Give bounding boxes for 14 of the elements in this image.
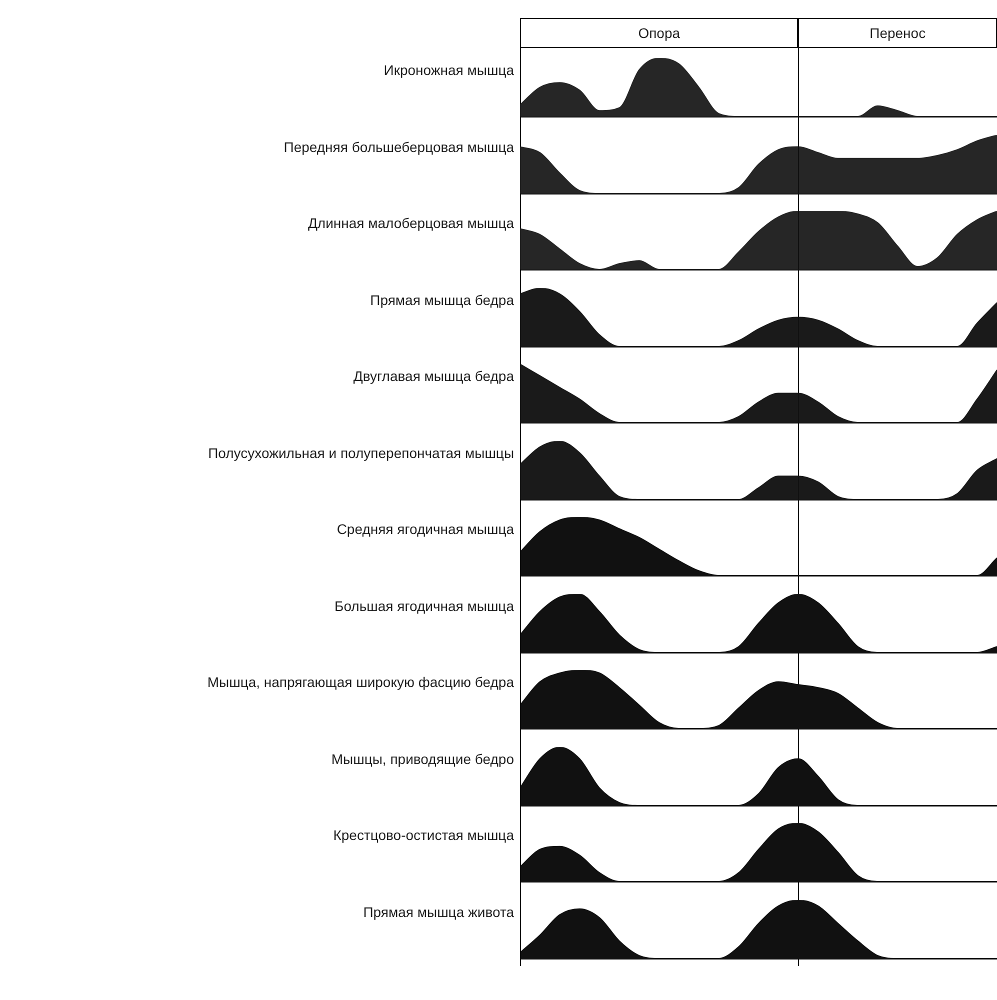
text: Перенос (798, 18, 997, 48)
y-axis-title: Средняя ягодичная мышца (336, 521, 514, 537)
y-axis-title: Крестцово-остистая мышца (333, 827, 514, 843)
y-axis-title: Длинная малоберцовая мышца (308, 215, 514, 231)
y-axis-title: Мышца, напрягающая широкую фасцию бедра (207, 674, 514, 690)
y-axis-title: Мышцы, приводящие бедро (331, 750, 514, 766)
y-axis-title: Икроножная мышца (384, 62, 514, 78)
y-axis-title: Прямая мышца живота (363, 904, 514, 920)
text: Опора (520, 18, 798, 48)
y-axis-title: Большая ягодичная мышца (334, 598, 514, 614)
y-axis-title: Передняя большеберцовая мышца (284, 138, 514, 154)
y-axis-title: Полусухожильная и полуперепончатая мышцы (208, 444, 514, 460)
y-axis-title: Двуглавая мышца бедра (353, 368, 514, 384)
y-axis-title: Прямая мышца бедра (370, 292, 514, 308)
